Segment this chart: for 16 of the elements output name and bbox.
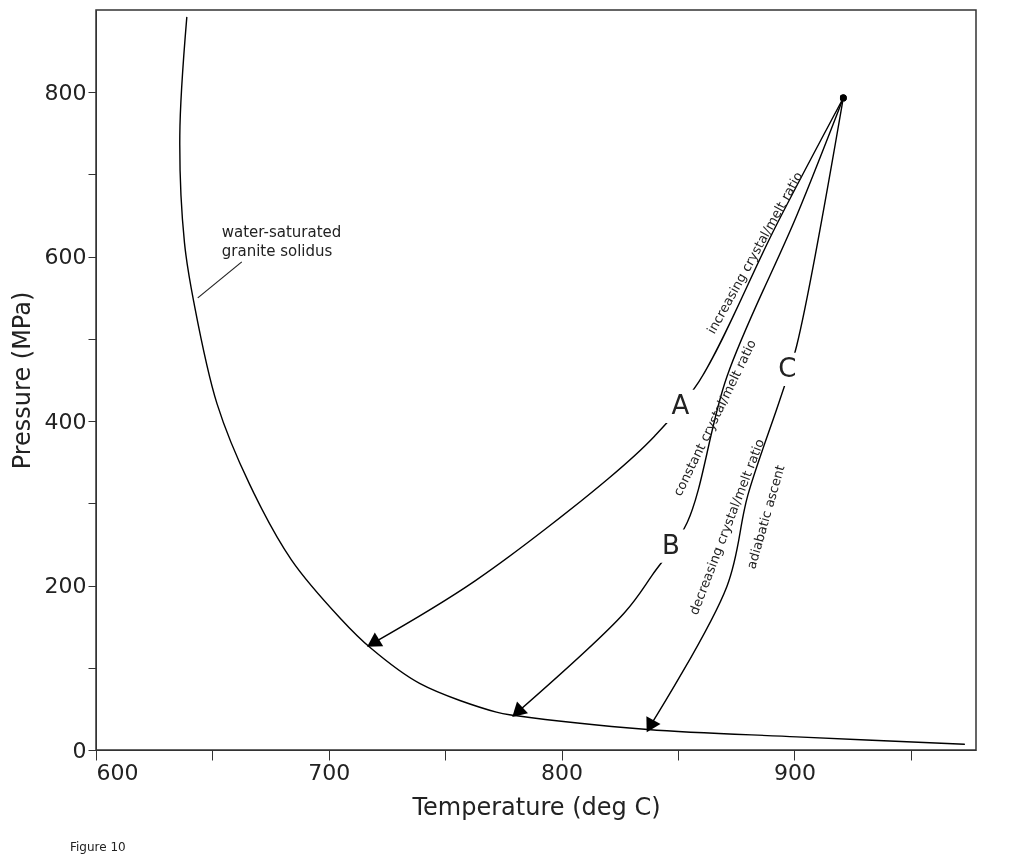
annotation: A: [671, 390, 690, 421]
y-tick-label: 400: [44, 408, 87, 434]
annotation: B: [662, 530, 680, 561]
y-tick-label: 800: [44, 79, 87, 105]
x-tick-label: 800: [541, 759, 584, 785]
annotation: water-saturated granite solidus: [221, 222, 342, 261]
y-tick-label: 0: [72, 737, 87, 763]
x-tick-label: 700: [308, 759, 351, 785]
y-tick-label: 200: [44, 573, 87, 599]
annotation: C: [778, 353, 797, 384]
y-tick-label: 600: [44, 244, 87, 270]
x-axis-title: Temperature (deg C): [411, 792, 661, 821]
x-tick-label: 900: [773, 759, 816, 785]
caption: Figure 10: [70, 840, 126, 854]
x-tick-label: 600: [96, 759, 139, 785]
y-axis-title: Pressure (MPa): [7, 291, 36, 470]
